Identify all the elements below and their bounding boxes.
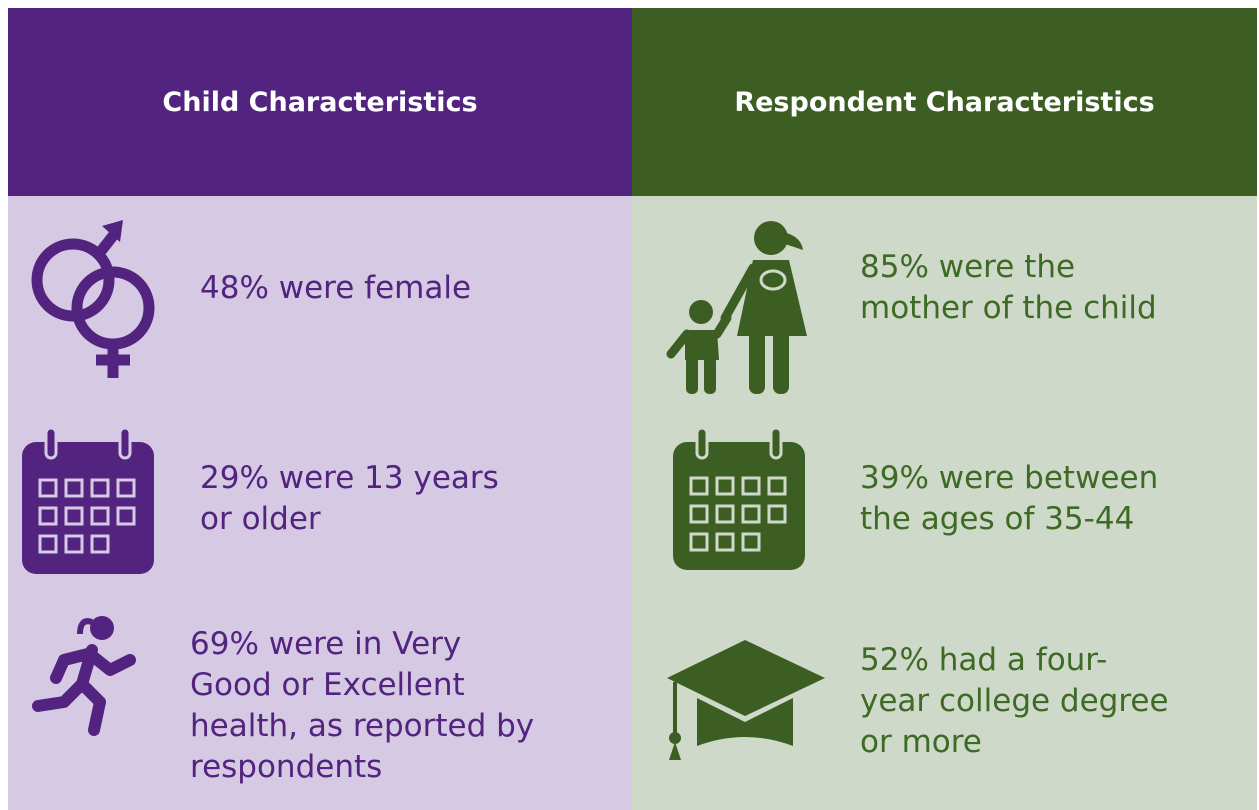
text-line: year college degree (860, 683, 1169, 719)
text-line: or older (200, 501, 321, 537)
text-line: 48% were female (200, 270, 472, 306)
item-text: 48% were female (200, 268, 471, 309)
text-line: mother of the child (860, 290, 1157, 326)
item-text: 29% were 13 years or older (200, 458, 499, 540)
calendar-icon (22, 428, 154, 574)
mother-child-icon (666, 221, 807, 394)
left-header: Child Characteristics (8, 8, 632, 196)
text-line: 52% had a four- (860, 642, 1108, 678)
right-header: Respondent Characteristics (632, 8, 1257, 196)
text-line: 39% were between (860, 460, 1159, 496)
item-text: 69% were in Very Good or Excellent health,… (190, 624, 534, 788)
runner-icon (32, 616, 136, 736)
gender-icon (31, 220, 155, 378)
text-line: respondents (190, 749, 383, 785)
text-line: 69% were in Very (190, 626, 462, 662)
item-text: 85% were the mother of the child (860, 247, 1157, 329)
right-title: Respondent Characteristics (734, 86, 1155, 118)
item-text: 39% were between the ages of 35-44 (860, 458, 1158, 540)
text-line: health, as reported by (190, 708, 535, 744)
left-title: Child Characteristics (162, 86, 478, 118)
text-line: 85% were the (860, 249, 1076, 285)
calendar-icon (673, 428, 805, 570)
text-line: 29% were 13 years (200, 460, 499, 496)
text-line: or more (860, 724, 982, 760)
item-text: 52% had a four-year college degree or mor… (860, 640, 1169, 763)
text-line: Good or Excellent (190, 667, 465, 703)
graduation-cap-icon (667, 640, 825, 760)
text-line: the ages of 35-44 (860, 501, 1135, 537)
